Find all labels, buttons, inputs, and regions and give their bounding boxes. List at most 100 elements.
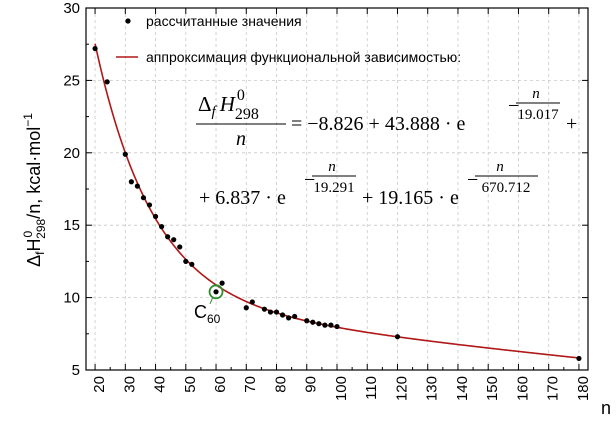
data-point-38 <box>146 202 153 208</box>
data-points-group <box>92 45 582 362</box>
data-point-42 <box>159 224 165 230</box>
highlight-label: C60 <box>194 302 221 326</box>
y-tick-label-10: 10 <box>63 290 80 307</box>
data-point-30 <box>122 151 128 157</box>
data-point-86 <box>292 313 298 320</box>
data-point-50 <box>183 258 189 264</box>
x-tick-label-120: 120 <box>393 376 410 401</box>
data-point-76 <box>261 306 268 312</box>
data-point-36 <box>140 195 147 201</box>
x-tick-label-150: 150 <box>484 376 501 401</box>
y-tick-label-25: 25 <box>63 72 80 89</box>
formula-exp3-den: 670.712 <box>482 180 531 196</box>
formula-exp1-num: n <box>532 86 540 102</box>
formula-line2-mid: + 19.165 · e <box>362 187 459 209</box>
y-tick-label-5: 5 <box>72 362 80 379</box>
formula-exp3-minus: − <box>467 169 478 191</box>
legend: рассчитанные значения аппроксимация функ… <box>116 13 461 65</box>
x-tick-label-170: 170 <box>545 376 562 401</box>
y-tick-label-15: 15 <box>63 217 80 234</box>
data-point-48 <box>177 244 183 250</box>
formula-exp2-num: n <box>328 159 336 175</box>
data-point-96 <box>322 322 328 328</box>
data-point-80 <box>273 309 280 315</box>
data-point-34 <box>134 183 141 189</box>
y-tick-label-30: 30 <box>63 0 80 17</box>
formula-exp3-num: n <box>496 159 504 175</box>
x-axis-title: n <box>601 398 611 418</box>
highlight-ring <box>208 284 224 300</box>
formula-exp2-den: 19.291 <box>313 180 354 196</box>
formula-h: H <box>219 92 237 116</box>
data-point-100 <box>334 323 340 330</box>
formula-f: f <box>212 104 218 120</box>
x-tick-label-70: 70 <box>242 376 259 393</box>
y-tick-label-20: 20 <box>63 145 80 162</box>
formula-line1-tail: + <box>566 113 577 135</box>
x-tick-label-50: 50 <box>182 376 199 393</box>
y-axis-title-delta: Δ <box>24 255 44 267</box>
data-point-52 <box>189 261 195 267</box>
data-point-98 <box>328 322 334 328</box>
x-tick-label-100: 100 <box>333 376 350 401</box>
x-tick-label-130: 130 <box>424 376 441 401</box>
x-tick-label-20: 20 <box>91 376 108 393</box>
x-tick-label-80: 80 <box>272 376 289 393</box>
x-tick-label-90: 90 <box>303 376 320 393</box>
y-axis-title: ΔfH0298/n, kcal·mol−1 <box>21 113 48 267</box>
formula-denominator: n <box>236 128 246 150</box>
x-tick-label-60: 60 <box>212 376 229 393</box>
data-point-72 <box>249 299 255 305</box>
data-point-24 <box>104 79 110 85</box>
data-point-32 <box>128 179 134 185</box>
y-axis-title-rest: /n, kcal·mol <box>24 127 44 219</box>
formula-exp1-den: 19.017 <box>517 107 559 123</box>
highlight-label-c: C <box>194 302 207 322</box>
formula-sub: 298 <box>235 106 259 123</box>
data-point-60 <box>213 289 219 295</box>
x-tick-label-110: 110 <box>363 376 380 400</box>
y-tick-labels: 5 10 15 20 25 30 <box>63 0 80 379</box>
highlight-label-sub: 60 <box>207 312 221 326</box>
legend-label-points: рассчитанные значения <box>146 13 302 29</box>
data-point-20 <box>92 45 98 52</box>
formula-exp1-minus: − <box>508 95 519 117</box>
data-point-84 <box>286 315 292 321</box>
data-point-40 <box>152 213 159 220</box>
legend-marker-points <box>125 18 131 24</box>
ticks-group <box>86 7 588 371</box>
data-point-120 <box>394 334 401 340</box>
x-tick-label-140: 140 <box>454 376 471 401</box>
formula-numerator: Δf H 0 298 <box>198 87 259 123</box>
highlight-pointer <box>209 296 214 305</box>
formula-line2-start: + 6.837 · e <box>199 187 286 209</box>
formula-sup: 0 <box>237 87 245 104</box>
data-point-78 <box>267 309 274 315</box>
fit-formula: Δf H 0 298 n = −8.826 + 43.888 · e − n 19.0… <box>196 86 577 209</box>
data-point-44 <box>165 234 171 240</box>
data-point-70 <box>243 305 249 311</box>
data-point-92 <box>310 319 316 325</box>
data-point-82 <box>279 312 286 318</box>
x-tick-label-40: 40 <box>152 376 169 393</box>
y-axis-title-sup: 0 <box>21 231 35 238</box>
formula-exp2-minus: − <box>304 169 315 191</box>
x-tick-label-180: 180 <box>575 376 592 401</box>
y-axis-title-sub: 298 <box>34 218 48 238</box>
highlight-group <box>208 284 224 305</box>
x-tick-label-160: 160 <box>514 376 531 401</box>
data-point-46 <box>171 237 177 243</box>
data-point-62 <box>219 280 225 286</box>
formula-line1: = −8.826 + 43.888 · e <box>291 113 465 135</box>
y-axis-title-h: H <box>24 239 44 252</box>
data-point-90 <box>304 318 310 324</box>
legend-label-fit: аппроксимация функциональной зависимость… <box>146 49 461 65</box>
y-axis-title-f: f <box>33 251 47 255</box>
data-point-180 <box>576 355 582 362</box>
x-tick-label-30: 30 <box>121 376 138 393</box>
y-axis-title-unit-exp: −1 <box>21 113 35 127</box>
formula-delta: Δ <box>198 92 212 116</box>
grid <box>86 8 588 370</box>
data-point-94 <box>316 321 322 327</box>
